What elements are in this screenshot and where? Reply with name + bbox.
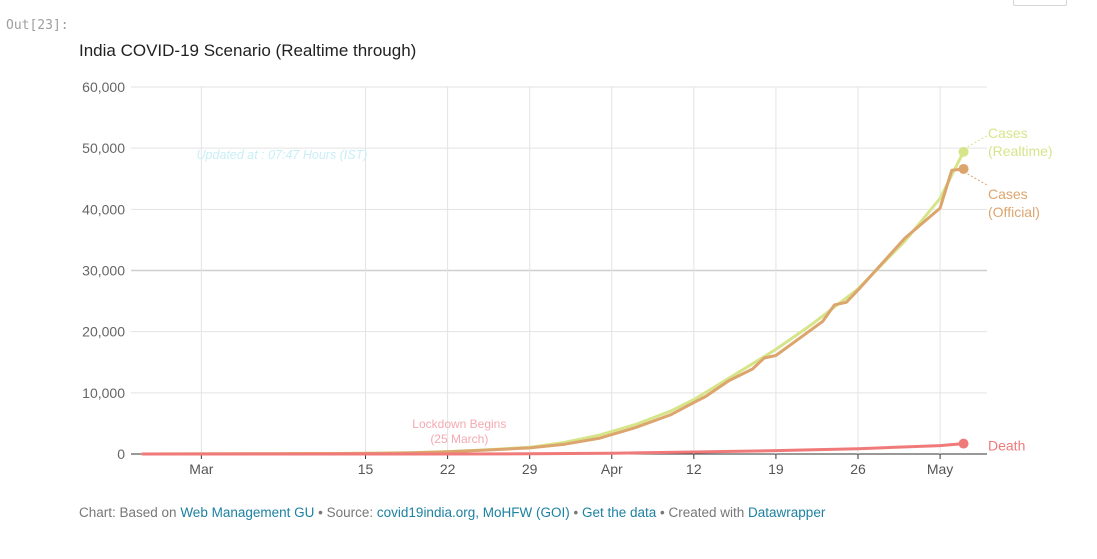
series-label-layer: Cases (Realtime) Cases (Official) Death [967,125,1053,454]
annotation-layer: Lockdown Begins(25 March) [412,417,506,446]
y-tick-label: 50,000 [82,140,125,156]
series-end-dot [958,163,969,174]
y-tick-label: 30,000 [82,263,125,279]
updated-note: Updated at : 07:47 Hours (IST) [197,148,368,162]
series-end-dot [958,438,969,449]
x-tick-label: May [927,461,953,477]
x-tick-label: Apr [601,461,623,477]
chart-title: India COVID-19 Scenario (Realtime throug… [79,41,417,60]
y-tick-label: 10,000 [82,385,125,401]
y-tick-label: 20,000 [82,324,125,340]
output-prompt: Out[23]: [6,18,69,33]
y-tick-label: 60,000 [82,79,125,95]
footer-source-prefix: • Source: [314,505,377,520]
annotation-label: (25 March) [430,432,488,446]
series-label: Cases [988,125,1028,141]
series-label: (Realtime) [988,143,1053,159]
output-toolbar-box[interactable] [1013,0,1067,6]
label-connector [967,173,988,186]
x-tick-label: 15 [358,461,374,477]
footer-sep: • [569,505,582,520]
series-line [141,167,965,456]
datawrapper-link[interactable]: Datawrapper [748,505,826,520]
x-tick-label: 22 [440,461,456,477]
series-label: (Official) [988,204,1040,220]
source-link[interactable]: covid19india.org, MoHFW (GOI) [376,505,570,520]
series-label: Death [988,438,1025,454]
series-label: Cases [988,186,1028,202]
x-tick-label: 26 [850,461,866,477]
chart-footer: Chart: Based on Web Management GU • Sour… [79,505,825,520]
axis-layer: 0 10,000 20,000 30,000 40,000 50,000 60,000 Mar… [82,79,953,477]
series-layer [141,146,969,456]
label-connector [967,135,988,148]
x-tick-label: 29 [522,461,538,477]
based-on-link[interactable]: Web Management GU [180,505,315,520]
annotation-label: Lockdown Begins [412,417,506,431]
get-data-link[interactable]: Get the data [581,505,657,520]
y-tick-label: 40,000 [82,201,125,217]
series-end-dot [958,146,969,157]
x-tick-label: Mar [189,461,213,477]
footer-prefix: Chart: Based on [79,505,181,520]
grid-layer [131,86,987,459]
x-tick-label: 19 [768,461,784,477]
series-line [141,442,965,456]
y-tick-label: 0 [117,446,125,462]
x-tick-label: 12 [686,461,702,477]
footer-created-prefix: • Created with [656,505,749,520]
